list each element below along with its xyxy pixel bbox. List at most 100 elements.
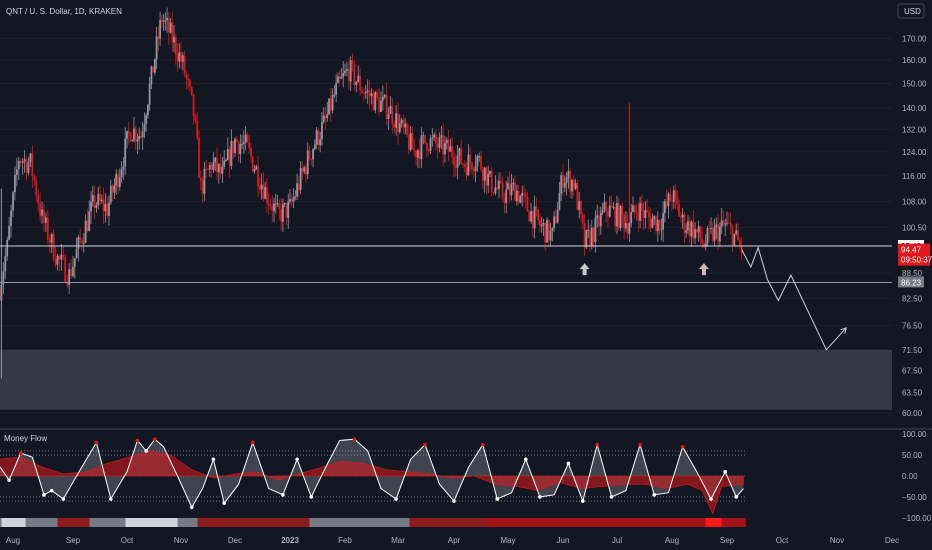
heat-cell xyxy=(429,518,434,527)
candle-body xyxy=(427,150,430,152)
candle-body xyxy=(70,269,72,277)
heat-cell xyxy=(245,518,250,527)
candle-body xyxy=(335,82,338,95)
candle-body xyxy=(617,203,620,229)
candle-body xyxy=(533,206,536,229)
candle-body xyxy=(524,193,527,198)
candle-body xyxy=(269,204,272,207)
candle-body xyxy=(338,76,341,79)
candle-body xyxy=(610,205,613,208)
heat-cell xyxy=(253,518,258,527)
candle-body xyxy=(496,187,499,189)
candle-body xyxy=(733,233,736,246)
candle-body xyxy=(133,128,135,141)
candle-body xyxy=(244,134,247,143)
candle-body xyxy=(567,170,570,178)
heat-cell xyxy=(157,518,162,527)
time-tick-label: Apr xyxy=(448,536,461,545)
candle-body xyxy=(340,76,343,79)
candle-body xyxy=(292,197,295,202)
candle-body xyxy=(290,199,293,202)
time-axis[interactable]: Aug Sep Oct Nov Dec 2023 Feb Mar Apr May Jun Jul Aug… xyxy=(6,536,899,545)
candle-body xyxy=(699,226,702,239)
heat-cell xyxy=(349,518,354,527)
oscillator-fill-segment xyxy=(268,476,283,495)
candle-body xyxy=(372,93,375,111)
candle-body xyxy=(499,180,502,183)
candle-body xyxy=(66,282,69,286)
heat-cell xyxy=(461,518,466,527)
price-tick-label: 67.50 xyxy=(902,366,923,375)
oscillator-tick-label: 0.00 xyxy=(902,472,918,481)
time-tick-label: Dec xyxy=(228,536,242,545)
candle-body xyxy=(642,210,645,218)
candle-body xyxy=(517,190,520,203)
candle-body xyxy=(409,133,412,151)
candle-body xyxy=(173,36,175,43)
candle-body xyxy=(155,36,158,60)
extremum-dot xyxy=(18,451,23,455)
candle-body xyxy=(143,124,146,132)
candle-body xyxy=(329,98,332,111)
candle-body xyxy=(460,148,463,164)
candle-body xyxy=(50,234,53,243)
heat-cell xyxy=(329,518,334,527)
heat-cell xyxy=(405,518,410,527)
heat-cell xyxy=(465,518,470,527)
candle-body xyxy=(542,223,545,225)
candle-body xyxy=(225,159,227,161)
candle-body xyxy=(665,201,668,207)
candle-body xyxy=(180,52,182,62)
candle-body xyxy=(280,208,283,222)
extremum-dot xyxy=(680,444,685,449)
candle-body xyxy=(492,192,495,194)
heat-cell xyxy=(689,518,694,527)
heat-cell xyxy=(513,518,518,527)
candle-body xyxy=(122,166,125,170)
candle-body xyxy=(58,255,61,260)
projection-path[interactable] xyxy=(741,246,847,351)
heat-cell xyxy=(137,518,142,527)
candle-body xyxy=(187,78,190,81)
oscillator-axis[interactable]: 100.00 50.00 0.00 −50.00 −100.00 xyxy=(902,430,932,523)
currency-badge[interactable] xyxy=(897,3,925,19)
oscillator-fill-segment xyxy=(191,476,203,508)
candle-body xyxy=(140,135,142,138)
price-axis[interactable]: 60.00 63.50 67.50 71.50 76.50 82.50 88.50 100.5… xyxy=(902,34,927,417)
heat-cell xyxy=(13,518,18,527)
candle-body xyxy=(176,54,179,62)
candle-body xyxy=(56,255,59,265)
candle-body xyxy=(333,94,336,96)
heat-cell xyxy=(333,518,338,527)
heat-cell xyxy=(625,518,630,527)
candle-body xyxy=(651,219,654,228)
candle-body xyxy=(672,190,675,202)
candle-body xyxy=(449,146,452,152)
oscillator-tick-label: 100.00 xyxy=(902,430,927,439)
heat-cell xyxy=(725,518,730,527)
heat-cell xyxy=(265,518,270,527)
pane-separator[interactable] xyxy=(0,428,932,430)
heat-cell xyxy=(313,518,318,527)
candle-body xyxy=(395,113,398,128)
heat-cell xyxy=(577,518,582,527)
heat-cell xyxy=(389,518,394,527)
price-tick-label: 150.00 xyxy=(902,79,927,88)
candle-body xyxy=(167,18,170,33)
extremum-dot xyxy=(723,470,728,474)
extremum-dot xyxy=(638,442,642,447)
heat-cell xyxy=(633,518,638,527)
candle-body xyxy=(630,212,633,223)
candle-body xyxy=(738,240,741,245)
heat-cell xyxy=(369,518,374,527)
candle-body xyxy=(37,195,40,204)
candle-body xyxy=(656,219,659,232)
candle-body xyxy=(447,139,450,152)
heat-cell xyxy=(9,518,14,527)
heat-cell xyxy=(589,518,594,527)
candle-body xyxy=(553,216,556,228)
candle-body xyxy=(208,164,211,170)
candle-body xyxy=(138,135,141,140)
heat-cell xyxy=(153,518,158,527)
